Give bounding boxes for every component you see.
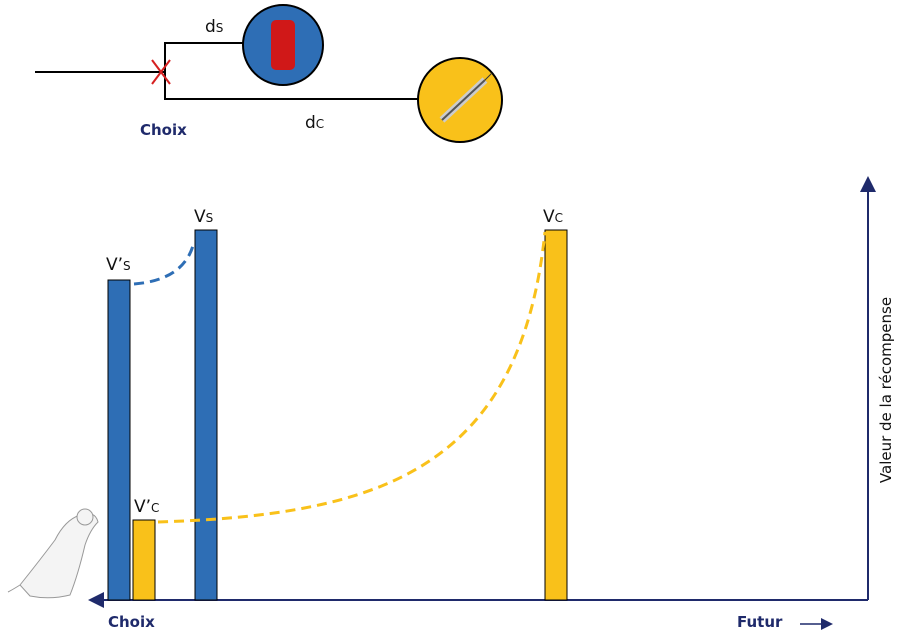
vc-label: Vc bbox=[543, 207, 563, 227]
bar-vs-prime bbox=[107, 279, 131, 601]
bar-vc bbox=[544, 229, 568, 601]
bar-vc-prime bbox=[132, 519, 156, 601]
soda-can bbox=[271, 20, 295, 70]
choice-label: Choix bbox=[140, 121, 187, 139]
discount-curve-short bbox=[133, 241, 196, 286]
vs-prime-label: V’s bbox=[106, 255, 131, 275]
value-graph: V’s Vs Vc V’c Valeur de la récompense Ch… bbox=[7, 176, 895, 631]
vc-prime-label: V’c bbox=[134, 497, 159, 517]
x-end-label: Futur bbox=[737, 613, 783, 631]
x-start-label: Choix bbox=[108, 613, 155, 631]
choice-cross bbox=[151, 59, 171, 85]
y-axis-label: Valeur de la récompense bbox=[877, 297, 895, 483]
syringe bbox=[439, 72, 493, 123]
bar-vs bbox=[194, 229, 218, 601]
vs-label: Vs bbox=[194, 207, 213, 227]
long-delay-label: dc bbox=[305, 113, 324, 133]
short-delay-label: ds bbox=[205, 17, 223, 37]
rat bbox=[7, 508, 99, 599]
choice-diagram: ds dc Choix bbox=[35, 4, 503, 143]
discount-curve-long bbox=[157, 231, 547, 524]
